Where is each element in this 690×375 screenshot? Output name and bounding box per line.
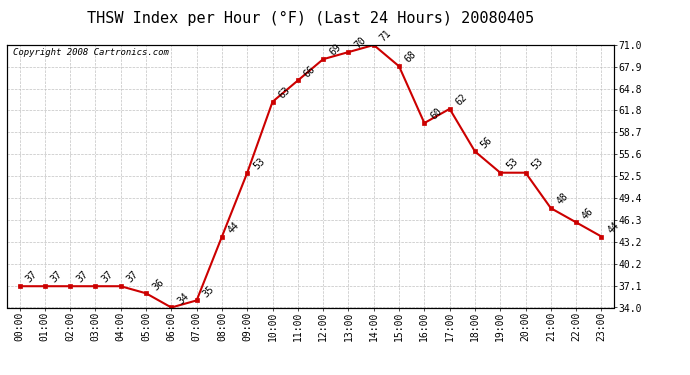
Text: 53: 53 (530, 156, 545, 171)
Text: 70: 70 (353, 35, 368, 51)
Text: 63: 63 (277, 85, 292, 100)
Text: 48: 48 (555, 191, 571, 207)
Text: 62: 62 (454, 92, 469, 108)
Text: 68: 68 (403, 50, 419, 65)
Text: 37: 37 (125, 270, 140, 285)
Text: 35: 35 (201, 284, 216, 299)
Text: 46: 46 (580, 206, 595, 221)
Text: 36: 36 (150, 276, 166, 292)
Text: 60: 60 (428, 106, 444, 122)
Text: 37: 37 (23, 270, 39, 285)
Text: 69: 69 (327, 42, 343, 58)
Text: 71: 71 (378, 28, 393, 44)
Text: 44: 44 (226, 220, 242, 235)
Text: 44: 44 (606, 220, 621, 235)
Text: THSW Index per Hour (°F) (Last 24 Hours) 20080405: THSW Index per Hour (°F) (Last 24 Hours)… (87, 11, 534, 26)
Text: 37: 37 (99, 270, 115, 285)
Text: 34: 34 (175, 291, 191, 306)
Text: 37: 37 (49, 270, 64, 285)
Text: 56: 56 (479, 135, 495, 150)
Text: 66: 66 (302, 64, 317, 79)
Text: 53: 53 (504, 156, 520, 171)
Text: 53: 53 (251, 156, 267, 171)
Text: Copyright 2008 Cartronics.com: Copyright 2008 Cartronics.com (13, 48, 169, 57)
Text: 37: 37 (75, 270, 90, 285)
